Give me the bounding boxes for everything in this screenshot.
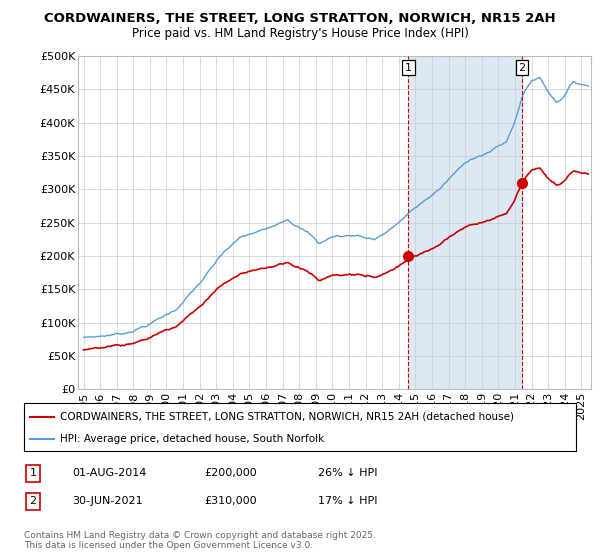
Text: 30-JUN-2021: 30-JUN-2021 <box>72 496 143 506</box>
Text: CORDWAINERS, THE STREET, LONG STRATTON, NORWICH, NR15 2AH (detached house): CORDWAINERS, THE STREET, LONG STRATTON, … <box>60 412 514 422</box>
Bar <box>409 56 522 389</box>
Text: 01-AUG-2014: 01-AUG-2014 <box>72 468 146 478</box>
Text: CORDWAINERS, THE STREET, LONG STRATTON, NORWICH, NR15 2AH: CORDWAINERS, THE STREET, LONG STRATTON, … <box>44 12 556 25</box>
Text: £200,000: £200,000 <box>204 468 257 478</box>
Text: Price paid vs. HM Land Registry's House Price Index (HPI): Price paid vs. HM Land Registry's House … <box>131 27 469 40</box>
Text: 26% ↓ HPI: 26% ↓ HPI <box>318 468 377 478</box>
Text: 2: 2 <box>518 63 526 73</box>
Text: £310,000: £310,000 <box>204 496 257 506</box>
Text: 1: 1 <box>405 63 412 73</box>
Text: 1: 1 <box>29 468 37 478</box>
Text: HPI: Average price, detached house, South Norfolk: HPI: Average price, detached house, Sout… <box>60 434 324 444</box>
Text: 2: 2 <box>29 496 37 506</box>
Text: Contains HM Land Registry data © Crown copyright and database right 2025.
This d: Contains HM Land Registry data © Crown c… <box>24 530 376 550</box>
Text: 17% ↓ HPI: 17% ↓ HPI <box>318 496 377 506</box>
